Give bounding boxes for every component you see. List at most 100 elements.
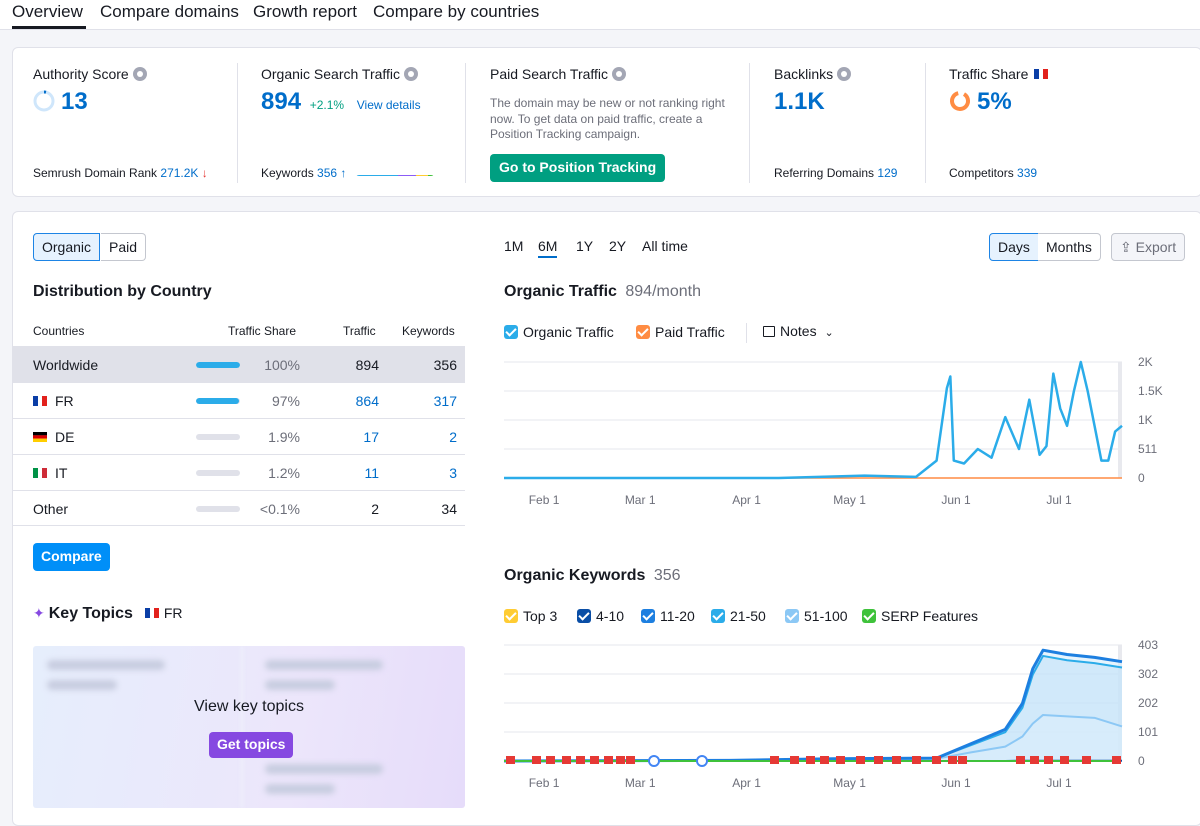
top-tabs: Overview Compare domains Growth report C…	[0, 0, 1200, 30]
key-topics-country: FR	[164, 605, 183, 621]
4-10-checkbox[interactable]: 4-10	[577, 608, 624, 624]
keywords-label: Keywords	[261, 166, 314, 180]
traffic-share-value[interactable]: 5%	[949, 88, 1012, 116]
authority-score-value[interactable]: 13	[33, 88, 88, 116]
traffic-link[interactable]: 17	[363, 429, 379, 445]
info-icon[interactable]	[133, 67, 147, 81]
organic-traffic-title: Organic Search Traffic	[261, 66, 418, 82]
note-flag-icon	[790, 756, 799, 764]
competitors-value[interactable]: 339	[1017, 166, 1037, 180]
table-row-other[interactable]: Other <0.1% 2 34	[13, 490, 465, 526]
competitors-label: Competitors	[949, 166, 1014, 180]
note-flag-icon	[948, 756, 957, 764]
note-flag-icon	[1016, 756, 1025, 764]
tab-growth-report[interactable]: Growth report	[253, 2, 357, 22]
keywords-value[interactable]: 356	[317, 166, 337, 180]
months-toggle[interactable]: Months	[1038, 233, 1101, 261]
backlinks-title: Backlinks	[774, 66, 851, 82]
traffic-share-metric: Traffic Share 5% Competitors 339	[949, 48, 1179, 198]
keywords-link[interactable]: 317	[434, 393, 457, 409]
organic-traffic-subtitle: 894/month	[625, 283, 701, 300]
y-tick-label: 511	[1138, 442, 1157, 456]
traffic-header[interactable]: Traffic	[343, 324, 376, 338]
down-arrow-icon: ↓	[202, 166, 208, 180]
export-icon: ⇪	[1120, 239, 1132, 255]
keywords-link[interactable]: 3	[449, 465, 457, 481]
organic-toggle[interactable]: Organic	[33, 233, 100, 261]
table-row-de[interactable]: DE 1.9% 17 2	[13, 418, 465, 454]
tab-compare-by-countries[interactable]: Compare by countries	[373, 2, 539, 22]
note-flag-icon	[912, 756, 921, 764]
period-6m[interactable]: 6M	[538, 238, 557, 258]
traffic-link[interactable]: 864	[356, 393, 379, 409]
traffic-share-title: Traffic Share	[949, 66, 1048, 82]
country-name: FR	[33, 393, 74, 409]
note-flag-icon	[626, 756, 635, 764]
traffic-value: 2	[371, 501, 379, 517]
note-flag-icon	[576, 756, 585, 764]
get-topics-button[interactable]: Get topics	[209, 732, 293, 758]
21-50-checkbox[interactable]: 21-50	[711, 608, 766, 624]
days-toggle[interactable]: Days	[989, 233, 1039, 261]
note-flag-icon	[820, 756, 829, 764]
table-row-worldwide[interactable]: Worldwide 100% 894 356	[13, 346, 465, 382]
info-icon[interactable]	[837, 67, 851, 81]
keywords-header[interactable]: Keywords	[402, 324, 455, 338]
backlinks-value[interactable]: 1.1K	[774, 88, 825, 116]
paid-toggle[interactable]: Paid	[101, 233, 146, 261]
top-3-checkbox[interactable]: Top 3	[504, 608, 557, 624]
paid-traffic-checkbox[interactable]: Paid Traffic	[636, 324, 725, 340]
organic-traffic-metric: Organic Search Traffic 894 +2.1% View de…	[261, 48, 461, 198]
competitors: Competitors 339	[949, 166, 1037, 180]
organic-keywords-subtitle: 356	[654, 567, 681, 584]
tab-overview[interactable]: Overview	[12, 2, 83, 22]
organic-traffic-checkbox[interactable]: Organic Traffic	[504, 324, 614, 340]
blurred-topic	[265, 784, 335, 794]
organic-keywords-title-text: Organic Keywords	[504, 567, 645, 584]
period-2y[interactable]: 2Y	[609, 238, 626, 254]
y-tick-label: 101	[1138, 725, 1158, 739]
traffic-share-header[interactable]: Traffic Share	[228, 324, 296, 338]
notes-dropdown[interactable]: Notes ⌄	[763, 323, 834, 339]
y-tick-label: 0	[1138, 471, 1145, 485]
share-value: 1.9%	[268, 429, 300, 445]
view-details-link[interactable]: View details	[357, 98, 421, 112]
share-bar	[196, 398, 240, 404]
note-flag-icon	[958, 756, 967, 764]
country-name: DE	[33, 429, 74, 445]
x-tick-label: Feb 1	[529, 776, 560, 790]
info-icon[interactable]	[404, 67, 418, 81]
keywords-link[interactable]: 2	[449, 429, 457, 445]
tab-compare-domains[interactable]: Compare domains	[100, 2, 239, 22]
51-100-checkbox[interactable]: 51-100	[785, 608, 848, 624]
domain-rank-value[interactable]: 271.2K	[160, 166, 198, 180]
period-1y[interactable]: 1Y	[576, 238, 593, 254]
note-flag-icon	[1060, 756, 1069, 764]
go-to-position-tracking-button[interactable]: Go to Position Tracking	[490, 154, 665, 182]
traffic-value: 894	[356, 357, 379, 373]
info-icon[interactable]	[612, 67, 626, 81]
country-code: DE	[55, 429, 74, 445]
x-tick-label: Jun 1	[941, 776, 971, 790]
organic-traffic-number[interactable]: 894	[261, 88, 301, 115]
organic-traffic-legend-label: Organic Traffic	[523, 324, 614, 340]
france-flag-icon	[145, 608, 159, 618]
main-card: Organic Paid Distribution by Country Cou…	[12, 211, 1200, 826]
export-button[interactable]: ⇪ Export	[1111, 233, 1185, 261]
note-flag-icon	[770, 756, 779, 764]
y-tick-label: 2K	[1138, 355, 1153, 369]
traffic-link[interactable]: 11	[364, 465, 379, 481]
11-20-checkbox[interactable]: 11-20	[641, 608, 695, 624]
table-row-fr[interactable]: FR 97% 864 317	[13, 382, 465, 418]
referring-domains-value[interactable]: 129	[877, 166, 897, 180]
country-name: Other	[33, 501, 68, 517]
period-all-time[interactable]: All time	[642, 238, 688, 254]
serp-features-checkbox[interactable]: SERP Features	[862, 608, 978, 624]
share-donut-icon	[949, 90, 971, 112]
compare-button[interactable]: Compare	[33, 543, 110, 571]
table-row-it[interactable]: IT 1.2% 11 3	[13, 454, 465, 490]
period-1m[interactable]: 1M	[504, 238, 523, 254]
blurred-topic	[265, 660, 383, 670]
